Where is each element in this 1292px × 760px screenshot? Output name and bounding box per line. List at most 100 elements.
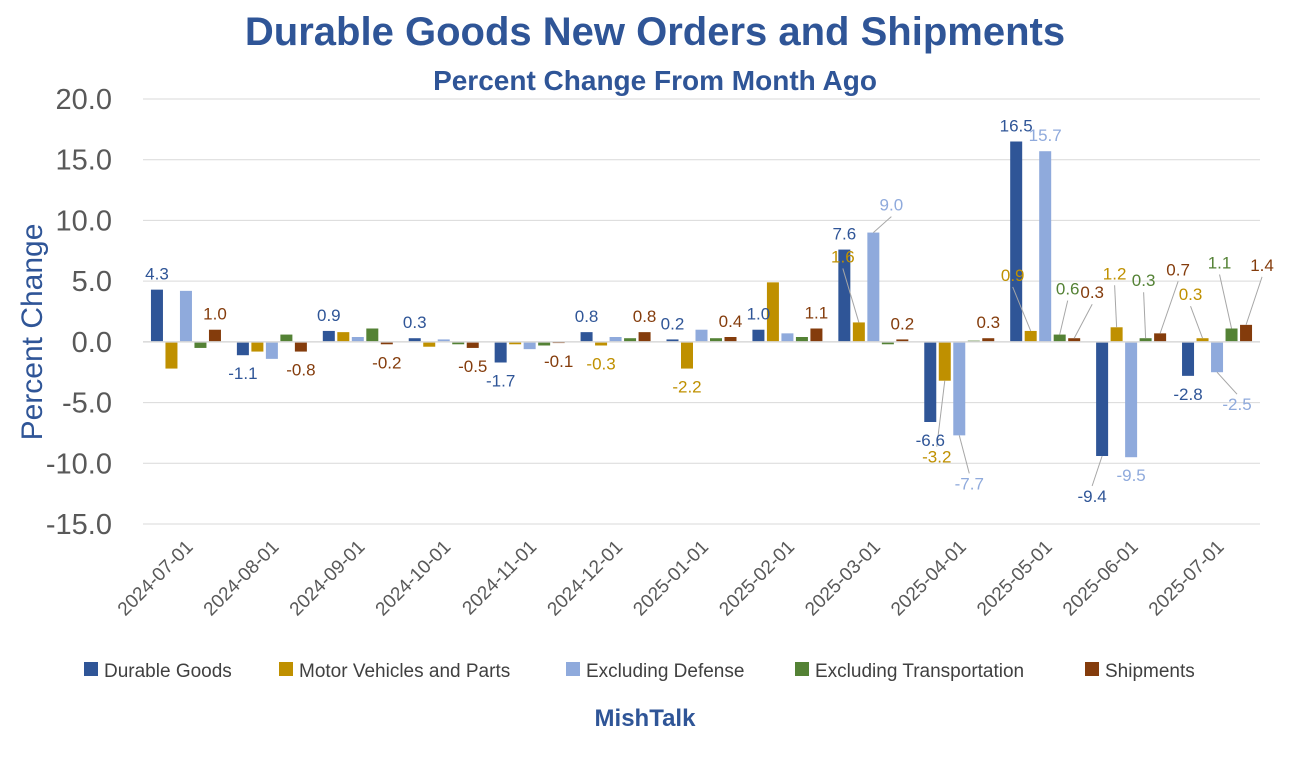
bar: [881, 341, 894, 345]
data-label: 0.3: [1179, 285, 1203, 304]
x-tick-label: 2024-11-01: [459, 537, 542, 620]
bar: [150, 289, 163, 342]
bar: [236, 341, 249, 356]
y-axis-ticks: 20.0 15.0 10.0 5.0 0.0 -5.0 -10.0 -15.0: [46, 84, 112, 541]
data-label: -2.8: [1173, 385, 1202, 404]
x-tick-label: 2024-09-01: [286, 537, 370, 621]
bar: [294, 341, 307, 352]
x-tick-label: 2025-05-01: [973, 537, 1057, 621]
data-label: -1.7: [486, 372, 515, 391]
bar: [408, 338, 421, 342]
legend: Durable Goods Motor Vehicles and Parts Exc…: [84, 661, 1195, 682]
data-label: 0.4: [719, 312, 743, 331]
leader-line: [842, 268, 860, 323]
bar: [1125, 341, 1138, 458]
bar: [580, 332, 593, 342]
leader-line: [1219, 274, 1233, 329]
y-tick-label: -15.0: [46, 509, 112, 541]
bar: [752, 329, 765, 342]
x-tick-label: 2025-06-01: [1059, 537, 1143, 621]
bar: [638, 332, 651, 342]
chart-subtitle: Percent Change From Month Ago: [433, 65, 877, 96]
data-label: -0.5: [458, 357, 487, 376]
data-label: 1.4: [1250, 256, 1274, 275]
bar: [1240, 324, 1253, 342]
data-label: 1.0: [203, 305, 227, 324]
data-label: 0.9: [1001, 266, 1025, 285]
bar: [523, 341, 536, 350]
legend-label: Excluding Transportation: [815, 661, 1024, 682]
data-label: -1.1: [228, 364, 257, 383]
leader-line: [958, 435, 970, 474]
bar: [1010, 141, 1023, 342]
data-label: -0.2: [372, 353, 401, 372]
data-label: 0.9: [317, 306, 341, 325]
bar: [953, 341, 966, 436]
bars: [150, 141, 1253, 458]
bar: [810, 328, 823, 342]
y-tick-label: -10.0: [46, 448, 112, 480]
bar: [1110, 327, 1123, 342]
data-label: 4.3: [145, 265, 169, 284]
bar: [695, 329, 708, 342]
leader-line: [1091, 455, 1103, 487]
bar: [380, 341, 393, 345]
data-label: 1.1: [1208, 254, 1232, 273]
bar: [265, 341, 278, 359]
data-label: 0.3: [1080, 283, 1104, 302]
data-label: -7.7: [955, 474, 984, 493]
leader-line: [1190, 306, 1204, 339]
leader-line: [1059, 300, 1069, 335]
bar: [982, 338, 995, 342]
data-label: 0.7: [1166, 260, 1190, 279]
x-axis-ticks: 2024-07-01 2024-08-01 2024-09-01 2024-10-01…: [114, 537, 1229, 621]
x-tick-label: 2025-01-01: [629, 537, 713, 621]
bar: [710, 338, 722, 342]
bar: [896, 339, 909, 342]
data-label: -3.2: [922, 448, 951, 467]
bar: [351, 337, 364, 342]
data-labels: 4.3 1.0 -1.1 -0.8 0.9 -0.2 0.3 -0.5-1.7 -0.1 0.8 -…: [145, 117, 1274, 507]
bar: [1154, 333, 1167, 342]
bar: [724, 337, 737, 342]
leader-line: [1114, 285, 1118, 328]
y-axis-title: Percent Change: [16, 224, 49, 441]
bar: [509, 341, 522, 345]
data-label: 0.8: [633, 307, 657, 326]
data-label: 0.3: [1132, 271, 1156, 290]
y-tick-label: 5.0: [72, 266, 112, 298]
bar: [924, 341, 937, 422]
bar: [1024, 330, 1037, 342]
data-label: 0.2: [891, 314, 915, 333]
legend-swatch: [279, 662, 293, 676]
bar: [179, 290, 192, 342]
leader-line: [1143, 292, 1147, 339]
data-label: 0.3: [403, 313, 427, 332]
x-tick-label: 2024-07-01: [114, 537, 198, 621]
y-tick-label: 15.0: [56, 145, 112, 177]
bar: [1225, 328, 1238, 342]
bar: [437, 339, 450, 342]
data-label: 1.6: [831, 247, 855, 266]
data-label: -0.1: [544, 352, 573, 371]
source-label: MishTalk: [595, 705, 697, 732]
data-label: -2.2: [672, 378, 701, 397]
x-tick-label: 2025-03-01: [801, 537, 885, 621]
bar: [781, 333, 794, 342]
legend-label: Durable Goods: [104, 661, 232, 682]
x-tick-label: 2025-02-01: [715, 537, 799, 621]
bar: [466, 341, 479, 348]
bar: [366, 328, 379, 342]
bar: [1039, 151, 1052, 342]
data-label: 1.2: [1103, 264, 1127, 283]
bar: [337, 332, 350, 342]
bar: [609, 337, 622, 342]
chart-title: Durable Goods New Orders and Shipments: [245, 10, 1065, 54]
bar: [1096, 341, 1109, 456]
data-label: 1.0: [747, 305, 771, 324]
bar: [538, 341, 551, 346]
legend-swatch: [1085, 662, 1099, 676]
bar: [681, 341, 693, 369]
bar: [595, 341, 608, 346]
